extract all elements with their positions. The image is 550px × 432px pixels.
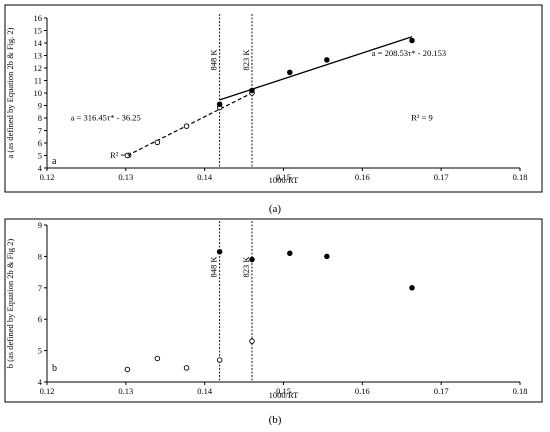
- x-tick-label: 0.17: [434, 172, 449, 182]
- panel-b-chart: (b) 0.12 0.13 0.14 0.15 0.16 0.17 0.18 4 5 6 7 8 9 10…: [4, 218, 543, 426]
- equation-annotation: a = 208.53τ* - 20.153: [372, 48, 446, 58]
- open-data-point: [124, 366, 131, 373]
- filled-data-point: [287, 69, 293, 76]
- y-tick-label: 14: [34, 38, 43, 48]
- filled-data-point: [249, 256, 255, 263]
- y-tick-label: 10: [34, 88, 43, 98]
- x-tick-label: 0.15: [276, 172, 291, 182]
- y-tick-label: 11: [34, 76, 42, 86]
- x-tick-label: 0.13: [118, 386, 133, 396]
- filled-data-point: [216, 101, 223, 107]
- y-tick-label: 4: [38, 163, 43, 173]
- x-tick-label: 0.18: [513, 172, 528, 182]
- y-tick-label: 16: [34, 13, 43, 23]
- panel-a-chart: (a) 0.12 0.13 0.14 0.15 0.16 0.17 0.18 4 5 6 7 8 9 10…: [4, 4, 543, 215]
- open-data-point: [154, 139, 161, 146]
- equation-annotation: R² = 9: [110, 150, 132, 160]
- filled-data-point: [324, 253, 330, 260]
- y-tick-label: 6: [38, 314, 42, 324]
- y-tick-label: 5: [38, 151, 42, 161]
- x-tick-label: 0.13: [118, 172, 133, 182]
- x-tick-label: 0.18: [513, 386, 528, 396]
- x-tick-label: 0.16: [355, 172, 370, 182]
- y-tick-label: 4: [38, 377, 43, 387]
- x-tick-label: 0.17: [434, 386, 449, 396]
- panel-letter: b: [52, 363, 57, 374]
- equation-annotation: R² = 9: [411, 113, 433, 123]
- open-data-point: [124, 152, 131, 159]
- x-tick-label: 0.14: [197, 172, 213, 182]
- equation-annotation: a = 316.45τ* - 36.25: [71, 113, 141, 123]
- panel-b-caption: (b): [269, 414, 282, 426]
- y-tick-label: 5: [38, 346, 42, 356]
- filled-data-point: [216, 248, 223, 255]
- panel-letter: a: [52, 156, 57, 167]
- open-data-point: [154, 355, 161, 362]
- x-tick-label: 0.15: [276, 386, 291, 396]
- open-data-point: [216, 357, 223, 363]
- reference-line-label: 848 K: [209, 49, 219, 71]
- x-axis-title: 1000/RT: [269, 175, 300, 185]
- y-tick-label: 8: [38, 113, 42, 123]
- reference-line-label: 823 K: [241, 49, 251, 71]
- panel-a-frame: [4, 4, 543, 193]
- x-axis-title: 1000/RT: [269, 390, 300, 400]
- y-tick-label: 9: [38, 220, 42, 230]
- x-tick-label: 0.14: [197, 386, 213, 396]
- reference-line-label: 848 K: [209, 256, 219, 278]
- dashed-fit-line: [127, 92, 253, 157]
- panel-a-caption: (a): [269, 203, 282, 215]
- y-tick-label: 7: [38, 283, 42, 293]
- y-tick-label: 6: [38, 138, 42, 148]
- x-tick-label: 0.12: [40, 172, 55, 182]
- x-tick-label: 0.12: [40, 386, 55, 396]
- y-tick-label: 13: [34, 51, 43, 61]
- y-tick-label: 7: [38, 126, 42, 136]
- y-tick-label: 8: [38, 251, 42, 261]
- open-data-point: [183, 123, 190, 129]
- y-axis-title: a (as defined by Equation 2b & Fig. 2): [5, 27, 15, 158]
- y-axis-title: b (as defined by Equation 2b & Fig 2): [5, 239, 15, 369]
- reference-line-label: 823 K: [241, 256, 251, 278]
- x-tick-label: 0.16: [355, 386, 370, 396]
- filled-data-point: [409, 37, 415, 44]
- panel-b-frame: [4, 218, 543, 403]
- y-tick-label: 15: [34, 26, 43, 36]
- filled-data-point: [249, 87, 255, 94]
- y-tick-label: 9: [38, 101, 42, 111]
- filled-data-point: [409, 285, 415, 291]
- filled-data-point: [287, 250, 293, 257]
- open-data-point: [249, 338, 255, 344]
- y-tick-label: 12: [34, 63, 43, 73]
- open-data-point: [183, 365, 190, 371]
- filled-data-point: [324, 57, 330, 63]
